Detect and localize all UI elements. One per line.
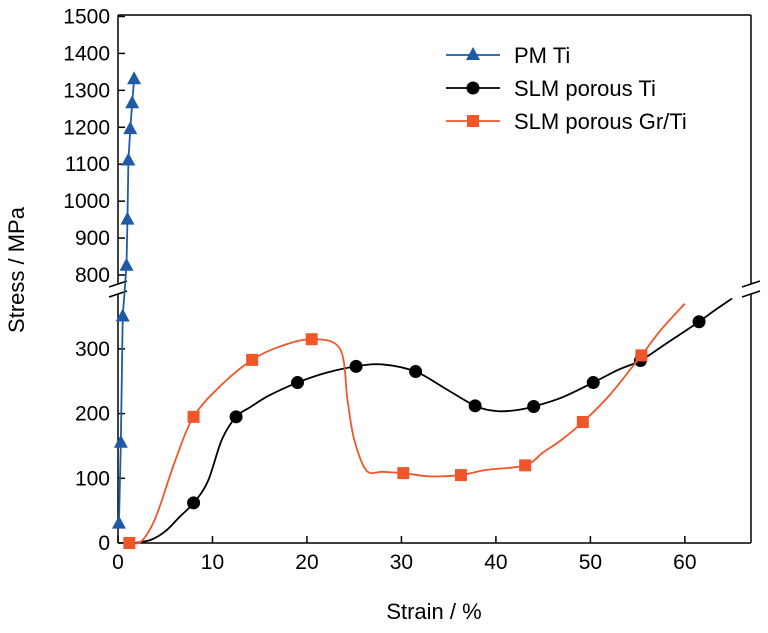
- y-tick-label: 1500: [63, 5, 110, 28]
- legend-entry: PM Ti: [446, 43, 570, 68]
- legend-entry: SLM porous Gr/Ti: [446, 109, 687, 134]
- data-point: [576, 416, 589, 429]
- y-tick-label: 900: [75, 227, 110, 250]
- y-tick-label: 1400: [63, 42, 110, 65]
- data-point: [113, 434, 128, 448]
- y-tick-label: 0: [98, 532, 110, 555]
- data-point: [123, 537, 136, 549]
- data-point: [586, 376, 600, 390]
- axis-break-mark: [741, 280, 761, 288]
- axes: 0100200300800900100011001200130014001500…: [63, 5, 761, 574]
- x-axis-title: Strain / %: [386, 599, 481, 624]
- data-point: [187, 410, 200, 423]
- data-point: [119, 257, 134, 271]
- legend-label: PM Ti: [514, 43, 570, 68]
- data-point: [468, 399, 482, 413]
- data-point: [120, 211, 135, 225]
- legend: PM Ti SLM porous Ti SLM porous Gr/Ti: [446, 43, 687, 134]
- data-point: [527, 399, 541, 413]
- y-tick-label: 300: [75, 338, 110, 361]
- data-point: [115, 308, 130, 322]
- data-point: [519, 459, 532, 472]
- legend-marker: [466, 47, 480, 60]
- data-point: [349, 359, 363, 373]
- data-point: [229, 410, 243, 424]
- x-tick-label: 10: [201, 551, 224, 574]
- x-tick-label: 20: [295, 551, 318, 574]
- data-point: [121, 152, 136, 166]
- y-tick-label: 1200: [63, 116, 110, 139]
- x-tick-label: 40: [484, 551, 507, 574]
- series-line: [118, 79, 135, 524]
- y-tick-label: 100: [75, 467, 110, 490]
- data-point: [291, 376, 305, 390]
- legend-marker: [467, 115, 479, 127]
- x-tick-label: 30: [390, 551, 413, 574]
- y-axis-title: Stress / MPa: [4, 206, 29, 333]
- y-tick-label: 200: [75, 403, 110, 426]
- series-line: [129, 303, 686, 545]
- data-point: [397, 467, 410, 480]
- legend-label: SLM porous Ti: [514, 76, 656, 101]
- data-point: [409, 365, 423, 379]
- y-tick-label: 1100: [65, 153, 110, 176]
- series-line: [134, 297, 733, 544]
- x-tick-label: 0: [112, 551, 124, 574]
- data-point: [305, 333, 318, 346]
- data-point: [635, 349, 648, 362]
- legend-entry: SLM porous Ti: [446, 76, 656, 101]
- data-point: [123, 121, 138, 135]
- data-point: [187, 496, 201, 510]
- x-tick-label: 50: [579, 551, 602, 574]
- series-slm-porous-ti: [134, 297, 733, 544]
- legend-marker: [466, 81, 480, 95]
- data-point: [246, 353, 259, 366]
- y-tick-label: 1000: [63, 190, 110, 213]
- data-point: [127, 71, 142, 85]
- series-slm-porous-gr-ti: [123, 303, 686, 549]
- legend-label: SLM porous Gr/Ti: [514, 109, 687, 134]
- data-point: [454, 469, 467, 482]
- y-tick-label: 800: [75, 264, 110, 287]
- x-tick-label: 60: [673, 551, 696, 574]
- data-point: [111, 515, 126, 529]
- data-point: [692, 315, 706, 329]
- y-tick-label: 1300: [63, 79, 110, 102]
- axis-break-mark: [741, 290, 761, 298]
- series-layer: [111, 71, 733, 549]
- axis-break-mark: [108, 280, 128, 288]
- data-point: [125, 95, 140, 109]
- series-pm-ti: [111, 71, 142, 529]
